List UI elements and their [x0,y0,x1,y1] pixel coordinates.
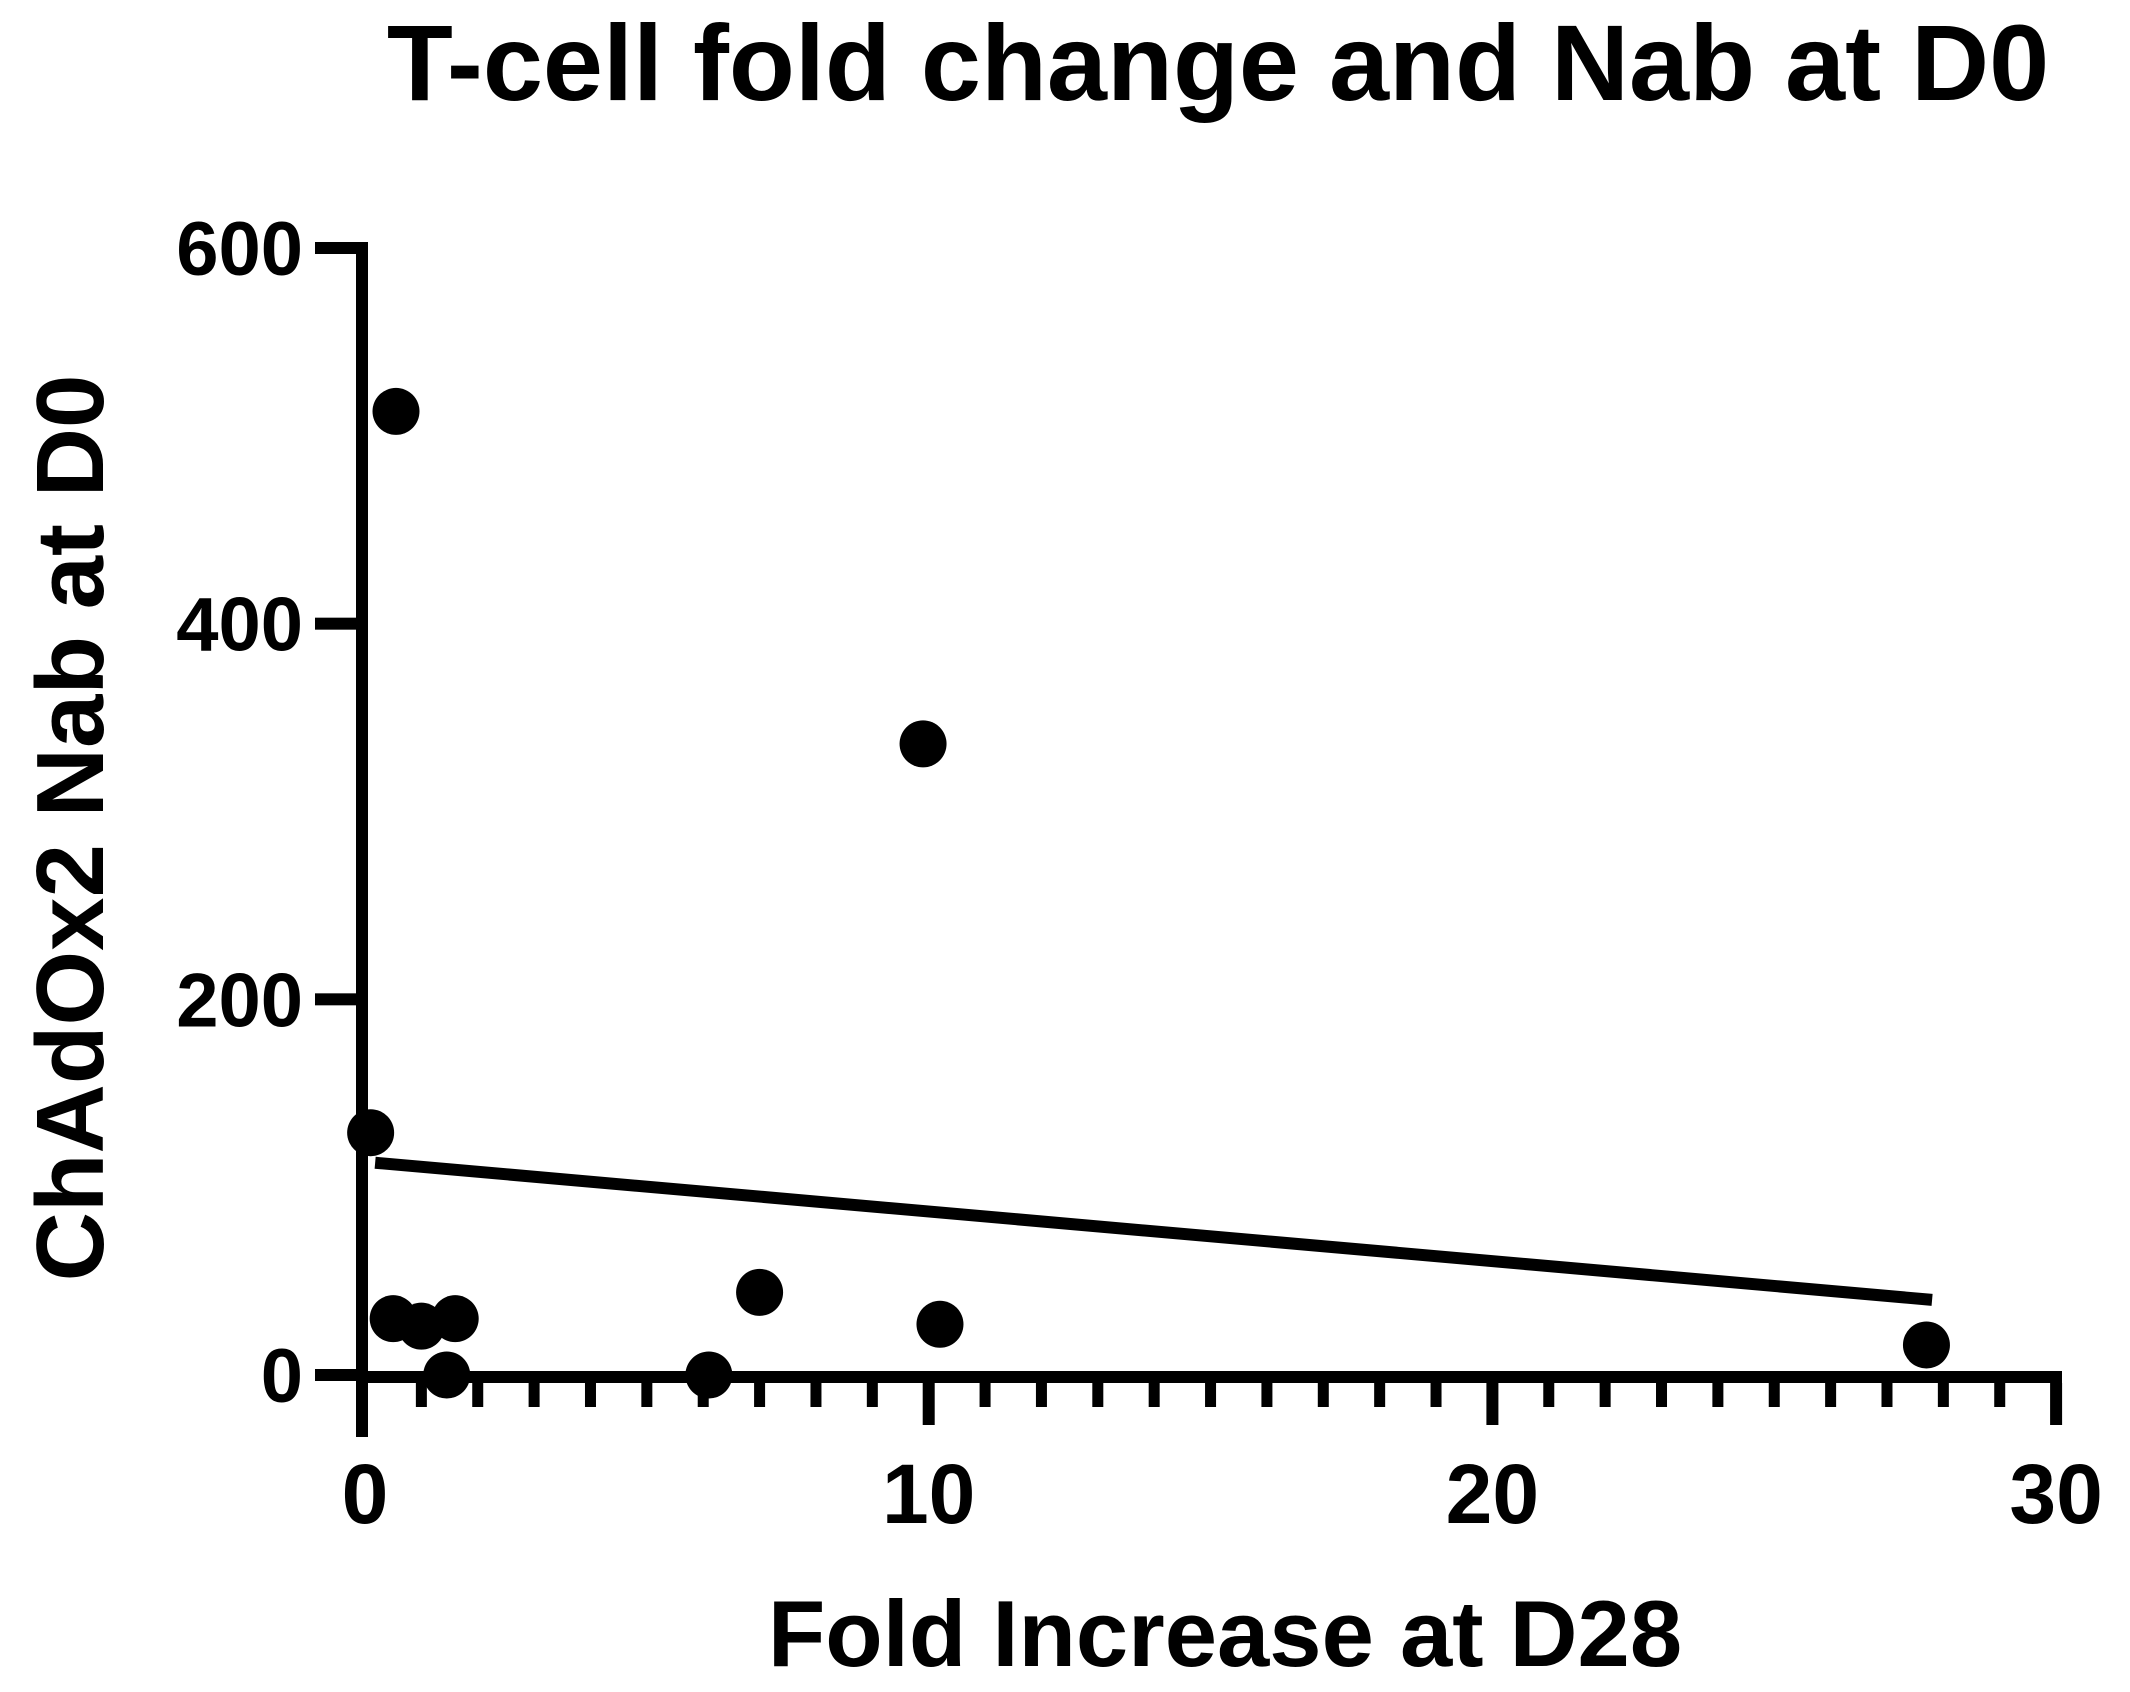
x-minor-tick [754,1383,766,1407]
data-point [431,1295,479,1343]
data-point [916,1300,964,1348]
x-tick-label: 20 [1446,1447,1539,1541]
x-minor-tick [472,1383,484,1407]
x-minor-tick [1994,1383,2006,1407]
x-minor-tick [584,1383,596,1407]
x-major-tick [1486,1383,1499,1425]
x-minor-tick [1261,1383,1273,1407]
x-minor-tick [415,1383,427,1407]
x-minor-tick [641,1383,653,1407]
chart-title: T-cell fold change and Nab at D0 [386,2,2050,123]
y-tick [315,1369,357,1381]
x-minor-tick [1317,1383,1329,1407]
x-minor-tick [1205,1383,1217,1407]
x-minor-tick [1881,1383,1893,1407]
x-minor-tick [1656,1383,1668,1407]
data-point [899,720,947,768]
x-minor-tick [1768,1383,1780,1407]
x-minor-tick [979,1383,991,1407]
y-tick-label: 400 [176,583,303,668]
y-tick-label: 0 [261,1334,303,1419]
x-minor-tick [528,1383,540,1407]
x-tick-label: 30 [2009,1447,2102,1541]
x-axis-line [356,1371,2062,1383]
x-minor-tick [1825,1383,1837,1407]
x-tick-label: 10 [882,1447,975,1541]
x-minor-tick [1599,1383,1611,1407]
y-axis-line [356,242,368,1437]
y-tick-label: 200 [176,958,303,1043]
regression-line [374,1156,1933,1306]
x-minor-tick [1937,1383,1949,1407]
data-point [1902,1321,1950,1369]
data-point [736,1268,784,1316]
x-minor-tick [1712,1383,1724,1407]
x-minor-tick [866,1383,878,1407]
x-major-tick [2050,1383,2063,1425]
x-minor-tick [1148,1383,1160,1407]
data-point [372,387,420,435]
y-tick [315,242,357,255]
data-point [423,1351,471,1399]
data-point [685,1351,733,1399]
x-minor-tick [810,1383,822,1407]
x-tick-label: 0 [342,1447,389,1541]
x-major-tick [922,1383,935,1425]
y-tick-label: 600 [176,207,303,292]
x-minor-tick [1035,1383,1047,1407]
y-tick [315,617,357,630]
y-tick [315,993,357,1006]
x-axis-title: Fold Increase at D28 [767,1581,1683,1686]
data-point [347,1109,395,1157]
x-minor-tick [1543,1383,1555,1407]
y-axis-title: ChAdOx2 Nab at D0 [17,374,124,1282]
x-minor-tick [1092,1383,1104,1407]
x-minor-tick [1374,1383,1386,1407]
x-minor-tick [1430,1383,1442,1407]
